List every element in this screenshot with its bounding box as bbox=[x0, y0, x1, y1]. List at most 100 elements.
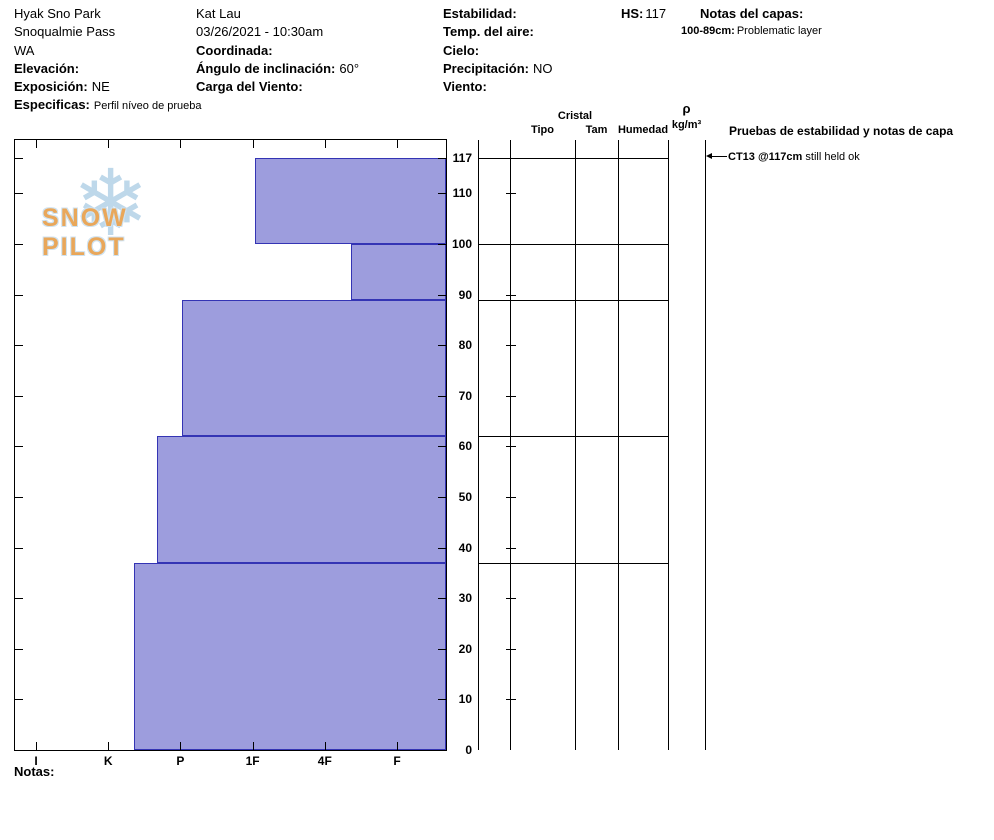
grid-depth-tick bbox=[506, 395, 516, 397]
aspect-label: Exposición: bbox=[14, 79, 88, 94]
grid-depth-tick bbox=[506, 648, 516, 650]
layer-boundary-line bbox=[478, 299, 668, 301]
logo-text: SNOW PILOT bbox=[42, 204, 128, 261]
depth-label: 80 bbox=[458, 338, 472, 353]
observer-name: Kat Lau bbox=[196, 6, 241, 21]
grid-depth-tick bbox=[506, 345, 516, 347]
depth-label: 0 bbox=[465, 743, 472, 757]
snow-layer-bar bbox=[350, 244, 446, 300]
specifics-row: Especificas: Perfil níveo de prueba bbox=[14, 97, 202, 112]
table-grid-line bbox=[705, 140, 706, 750]
hardness-tick-bottom bbox=[324, 742, 326, 750]
layer-boundary-line bbox=[478, 562, 668, 564]
hs-row: HS: 117 bbox=[621, 6, 666, 21]
depth-tick-right bbox=[438, 497, 446, 498]
stability-test-label: CT13 @117cm bbox=[728, 151, 803, 163]
col-header-humedad: Humedad bbox=[617, 124, 669, 136]
grid-depth-tick bbox=[506, 193, 516, 195]
table-grid-line bbox=[575, 140, 576, 750]
precip-label: Precipitación: bbox=[443, 61, 529, 76]
depth-label: 70 bbox=[458, 388, 472, 403]
depth-label: 90 bbox=[458, 287, 472, 302]
aspect-value: NE bbox=[91, 79, 110, 94]
grid-depth-tick bbox=[506, 294, 516, 296]
depth-tick-left bbox=[15, 193, 23, 195]
coordinates-label: Coordinada: bbox=[196, 43, 273, 58]
depth-tick-right bbox=[438, 244, 446, 246]
depth-tick-right bbox=[438, 648, 446, 650]
profile-plot-border bbox=[14, 139, 447, 751]
hardness-label: I bbox=[34, 754, 38, 768]
depth-tick-right bbox=[438, 547, 446, 549]
hardness-tick-top bbox=[36, 140, 37, 148]
left-arrow-icon bbox=[706, 152, 727, 161]
hs-label: HS: bbox=[621, 6, 644, 21]
slope-angle-row: Ángulo de inclinación: 60° bbox=[196, 61, 359, 76]
snowflake-icon: ❄ bbox=[72, 150, 150, 257]
depth-tick-left bbox=[15, 158, 23, 159]
depth-tick-right bbox=[438, 158, 446, 159]
depth-tick-left bbox=[15, 294, 23, 296]
depth-tick-right bbox=[438, 294, 446, 296]
hardness-tick-bottom bbox=[36, 742, 37, 750]
layer-boundary-line bbox=[478, 436, 668, 438]
observation-datetime: 03/26/2021 - 10:30am bbox=[196, 24, 324, 39]
hs-value: 117 bbox=[645, 6, 667, 21]
hardness-label: 4F bbox=[317, 754, 332, 768]
table-grid-line bbox=[478, 140, 479, 750]
depth-label: 117 bbox=[452, 151, 472, 165]
depth-tick-right bbox=[438, 699, 446, 701]
depth-tick-left bbox=[15, 547, 23, 549]
col-header-stability-notes: Pruebas de estabilidad y notas de capa bbox=[729, 124, 954, 138]
table-grid-line bbox=[668, 140, 669, 750]
layer-boundary-line bbox=[478, 158, 668, 159]
grid-depth-tick bbox=[506, 547, 516, 549]
layer-note-row: 100-89cm: Problematic layer bbox=[681, 25, 822, 37]
hardness-tick-bottom bbox=[180, 742, 182, 750]
location-state: WA bbox=[14, 43, 35, 58]
location-name: Hyak Sno Park bbox=[14, 6, 101, 21]
depth-tick-right bbox=[438, 446, 446, 448]
hardness-label: F bbox=[393, 754, 401, 768]
hardness-tick-top bbox=[324, 140, 326, 148]
layer-boundary-line bbox=[478, 244, 668, 246]
depth-tick-right bbox=[438, 395, 446, 397]
layer-note-depth: 100-89cm: bbox=[681, 25, 735, 37]
wind-loading-label: Carga del Viento: bbox=[196, 79, 303, 94]
stability-label: Estabilidad: bbox=[443, 6, 517, 21]
aspect-row: Exposición: NE bbox=[14, 79, 110, 94]
hardness-label: 1F bbox=[245, 754, 260, 768]
grid-depth-tick bbox=[506, 497, 516, 498]
elevation-label: Elevación: bbox=[14, 61, 80, 76]
depth-label: 40 bbox=[458, 540, 472, 555]
snow-layer-bar bbox=[181, 299, 446, 437]
depth-tick-left bbox=[15, 648, 23, 650]
snow-layer-bar bbox=[134, 562, 446, 750]
hardness-label: P bbox=[176, 754, 185, 768]
col-header-tipo: Tipo bbox=[530, 124, 554, 136]
depth-label: 50 bbox=[458, 490, 472, 504]
col-header-tam: Tam bbox=[585, 124, 608, 136]
location-area: Snoqualmie Pass bbox=[14, 24, 116, 39]
hardness-tick-top bbox=[180, 140, 182, 148]
hardness-tick-bottom bbox=[252, 742, 254, 750]
col-header-rho-unit: kg/m³ bbox=[671, 119, 702, 131]
hardness-tick-top bbox=[397, 140, 398, 148]
specifics-label: Especificas: bbox=[14, 97, 90, 112]
layer-notes-label: Notas del capas: bbox=[700, 6, 804, 21]
depth-tick-right bbox=[438, 598, 446, 600]
depth-label: 30 bbox=[458, 591, 472, 606]
hardness-tick-bottom bbox=[108, 742, 110, 750]
notes-label: Notas: bbox=[14, 764, 55, 779]
depth-tick-left bbox=[15, 395, 23, 397]
grid-depth-tick bbox=[506, 598, 516, 600]
depth-tick-left bbox=[15, 598, 23, 600]
stability-note-text: still held ok bbox=[802, 151, 860, 163]
specifics-value: Perfil níveo de prueba bbox=[93, 100, 202, 112]
precip-value: NO bbox=[532, 61, 553, 76]
depth-tick-right bbox=[438, 345, 446, 347]
snowpilot-logo: ❄ SNOW PILOT bbox=[42, 158, 207, 268]
precip-row: Precipitación: NO bbox=[443, 61, 552, 76]
slope-angle-value: 60° bbox=[339, 61, 360, 76]
depth-tick-right bbox=[438, 193, 446, 195]
